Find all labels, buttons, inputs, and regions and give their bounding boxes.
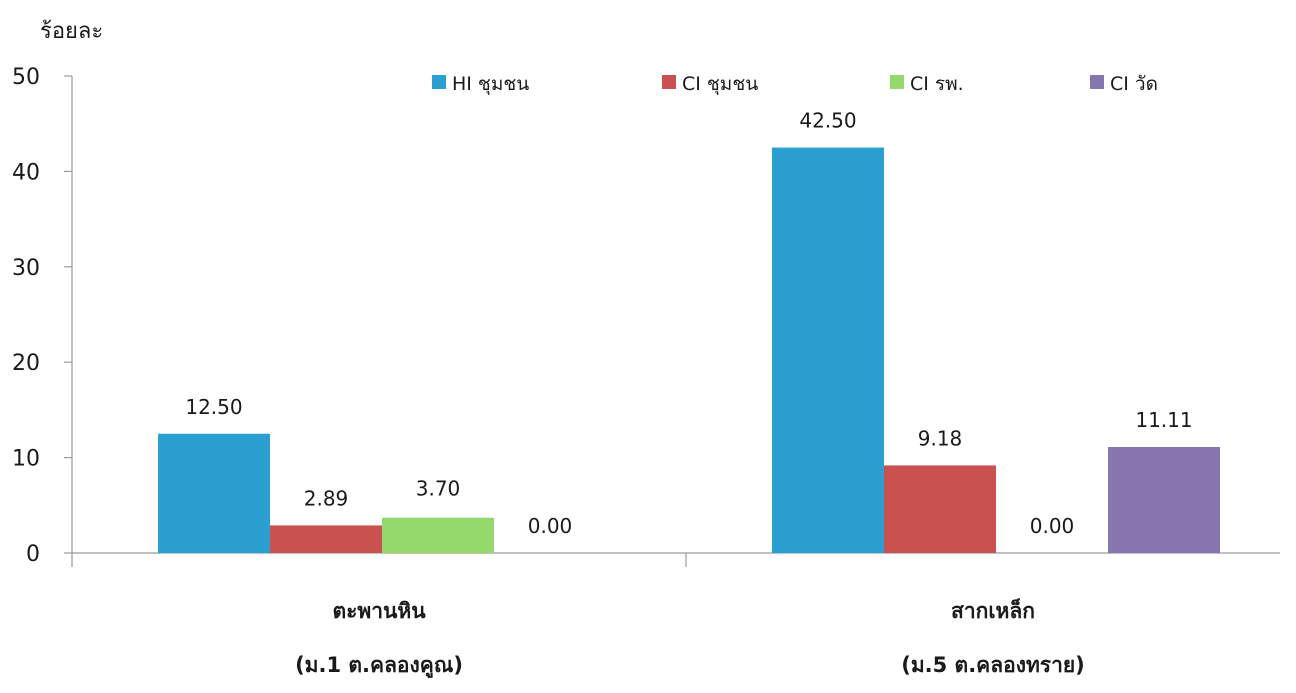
bar-group [158, 147, 1220, 554]
legend-item: HI ชุมชน [432, 73, 529, 96]
legend-item: CI ชุมชน [662, 73, 758, 96]
y-tick-label: 10 [12, 447, 40, 472]
category-label: ตะพานหิน [332, 599, 426, 623]
data-label: 9.18 [918, 426, 963, 450]
category-sublabel: (ม.5 ต.คลองทราย) [901, 653, 1085, 677]
bar [158, 433, 270, 553]
y-tick-label: 30 [12, 256, 40, 281]
y-tick-label: 0 [26, 542, 40, 567]
legend-label: CI รพ. [910, 73, 964, 95]
y-tick-label: 40 [12, 160, 40, 185]
y-tick-label: 20 [12, 351, 40, 376]
data-label: 2.89 [304, 486, 349, 510]
legend-swatch [662, 75, 676, 89]
legend-label: CI ชุมชน [682, 73, 758, 96]
legend-swatch [890, 75, 904, 89]
legend-label: HI ชุมชน [452, 73, 529, 96]
data-label: 0.00 [528, 514, 573, 538]
legend-item: CI วัด [1090, 73, 1158, 95]
bar [772, 147, 884, 554]
legend-swatch [432, 75, 446, 89]
legend-item: CI รพ. [890, 73, 964, 95]
y-tick-label: 50 [12, 65, 40, 90]
data-label: 12.50 [185, 395, 242, 419]
legend-swatch [1090, 75, 1104, 89]
data-label: 42.50 [799, 109, 856, 133]
category-sublabel: (ม.1 ต.คลองคูณ) [295, 653, 463, 679]
data-label: 3.70 [416, 477, 461, 501]
y-axis-title: ร้อยละ [40, 19, 103, 44]
legend: HI ชุมชน CI ชุมชน CI รพ. CI วัด [432, 73, 1158, 96]
data-label: 11.11 [1135, 408, 1192, 432]
data-label: 0.00 [1030, 514, 1075, 538]
bar [382, 517, 494, 553]
category-label: สากเหล็ก [951, 597, 1035, 623]
legend-label: CI วัด [1110, 73, 1158, 95]
bar [884, 465, 996, 553]
category-label-group: ตะพานหิน (ม.1 ต.คลองคูณ) สากเหล็ก (ม.5 ต.คล… [295, 597, 1085, 679]
data-label-group: 12.50 2.89 3.70 0.00 42.50 9.18 0.00 11.11 [185, 109, 1192, 538]
bar [270, 525, 382, 553]
bar [1108, 447, 1220, 553]
